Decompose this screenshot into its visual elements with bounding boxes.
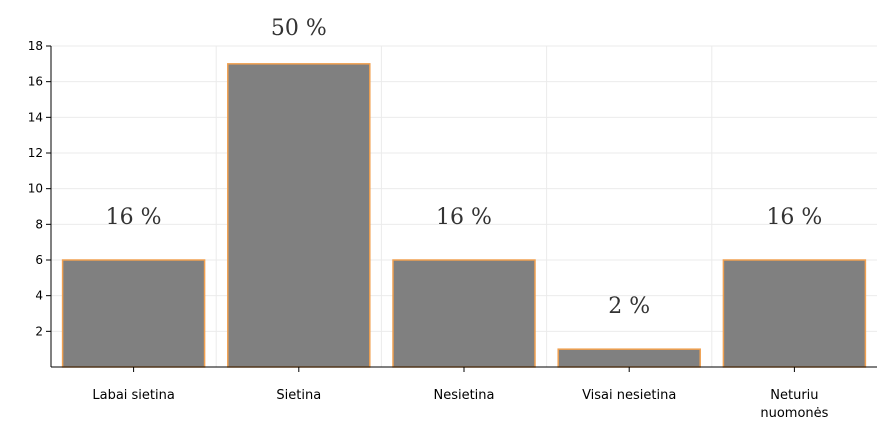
y-tick-label-1: 4 [35,289,43,303]
data-labels: 16 % 50 % 16 % 2 % 16 % [106,16,823,319]
y-tick-label-3: 8 [35,217,43,231]
x-category-label-4-line-1: nuomonės [760,406,828,421]
x-axis-labels: Labai sietina Sietina Nesietina Visai nesie… [92,367,829,421]
data-label-2: 16 % [436,205,492,230]
y-tick-label-4: 10 [28,182,43,196]
data-label-0: 16 % [106,205,162,230]
y-axis-ticks: 2 4 6 8 10 12 14 16 18 [28,39,51,338]
y-tick-label-5: 12 [28,146,43,160]
bar-2 [392,259,536,368]
y-tick-label-2: 6 [35,253,43,267]
data-label-3: 2 % [608,294,650,319]
bar-1 [227,63,371,368]
data-label-4: 16 % [766,205,822,230]
x-category-label-3: Visai nesietina [582,388,676,403]
bar-0 [61,259,206,368]
y-tick-label-0: 2 [35,324,43,338]
y-tick-label-7: 16 [28,75,43,89]
x-category-label-1: Sietina [276,388,321,403]
bar-4 [722,259,867,368]
y-tick-label-8: 18 [28,39,43,53]
y-tick-label-6: 14 [28,110,43,124]
x-category-label-2: Nesietina [433,388,494,403]
x-category-label-0: Labai sietina [92,388,174,403]
data-label-1: 50 % [271,16,327,41]
bar-3 [557,348,701,368]
x-category-label-4-line-0: Neturiu [770,388,818,403]
bars [61,63,867,368]
